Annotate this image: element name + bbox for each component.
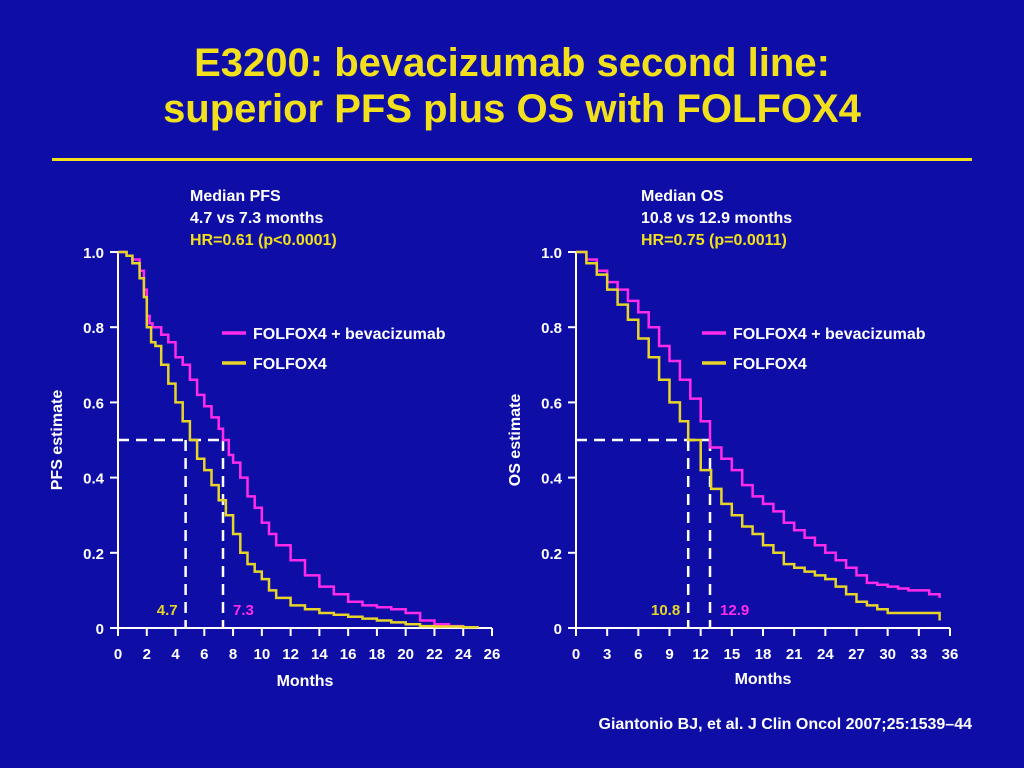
os-y-tick-label: 0.6 [541,395,562,412]
pfs-y-tick-label: 0.4 [83,471,105,488]
os-median-label-folfox4: 10.8 [651,602,680,619]
os-x-tick-label: 36 [942,646,959,663]
pfs-annotation: Median PFS 4.7 vs 7.3 months HR=0.61 (p<… [190,186,337,252]
pfs-x-tick-label: 18 [369,646,386,663]
pfs-x-tick-label: 14 [311,646,328,663]
pfs-y-tick-label: 0.2 [83,546,104,563]
os-x-tick-label: 3 [603,646,611,663]
pfs-y-tick-label: 0.8 [83,320,104,337]
pfs-x-tick-label: 24 [455,646,472,663]
os-x-tick-label: 18 [755,646,772,663]
os-x-tick-label: 21 [786,646,803,663]
pfs-x-tick-label: 8 [229,646,237,663]
pfs-x-tick-label: 6 [200,646,208,663]
pfs-x-tick-label: 4 [171,646,180,663]
pfs-x-tick-label: 10 [254,646,271,663]
os-y-tick-label: 1.0 [541,245,562,262]
slide-title: E3200: bevacizumab second line: superior… [0,40,1024,132]
os-curve-bevacizumab [576,250,941,598]
pfs-legend-label-bevacizumab: FOLFOX4 + bevacizumab [253,326,446,343]
os-annotation-line-2: 10.8 vs 12.9 months [641,210,793,227]
pfs-x-tick-label: 16 [340,646,357,663]
os-x-tick-label: 6 [634,646,642,663]
pfs-y-tick-label: 0 [96,621,104,638]
os-x-axis-label: Months [735,671,792,688]
pfs-x-tick-label: 2 [143,646,151,663]
pfs-y-axis-label: PFS estimate [49,390,66,491]
pfs-x-tick-label: 0 [114,646,122,663]
os-legend-label-folfox4: FOLFOX4 [733,356,807,373]
pfs-x-tick-label: 22 [426,646,443,663]
os-y-tick-label: 0 [554,621,562,638]
os-legend-label-bevacizumab: FOLFOX4 + bevacizumab [733,326,926,343]
os-annotation: Median OS 10.8 vs 12.9 months HR=0.75 (p… [641,186,792,252]
os-y-tick-label: 0.2 [541,546,562,563]
os-x-tick-label: 27 [848,646,865,663]
os-y-tick-label: 0.4 [541,471,563,488]
os-median-label-bevacizumab: 12.9 [720,602,749,619]
pfs-median-label-bevacizumab: 7.3 [233,602,254,619]
pfs-y-tick-label: 1.0 [83,245,104,262]
pfs-x-tick-label: 20 [397,646,414,663]
title-line-1: E3200: bevacizumab second line: [194,41,830,85]
os-annotation-line-1: Median OS [641,188,724,205]
os-curve-folfox4 [576,250,941,621]
pfs-x-tick-label: 26 [484,646,501,663]
pfs-curve-bevacizumab [118,250,465,628]
os-y-axis-label: OS estimate [507,394,524,487]
title-divider [52,158,972,161]
pfs-legend-label-folfox4: FOLFOX4 [253,356,327,373]
pfs-x-tick-label: 12 [282,646,299,663]
citation: Giantonio BJ, et al. J Clin Oncol 2007;2… [598,716,972,733]
os-x-tick-label: 0 [572,646,580,663]
os-x-tick-label: 30 [879,646,896,663]
pfs-y-tick-label: 0.6 [83,395,104,412]
pfs-curve-folfox4 [118,250,479,629]
os-x-tick-label: 24 [817,646,834,663]
os-x-tick-label: 9 [665,646,673,663]
os-x-tick-label: 33 [910,646,927,663]
os-x-tick-label: 15 [723,646,740,663]
pfs-annotation-hr: HR=0.61 (p<0.0001) [190,232,337,249]
os-y-tick-label: 0.8 [541,320,562,337]
pfs-annotation-line-2: 4.7 vs 7.3 months [190,210,324,227]
os-annotation-hr: HR=0.75 (p=0.0011) [641,232,787,249]
os-x-tick-label: 12 [692,646,709,663]
title-line-2: superior PFS plus OS with FOLFOX4 [163,87,861,131]
pfs-x-axis-label: Months [277,673,334,690]
pfs-median-label-folfox4: 4.7 [157,602,178,619]
pfs-annotation-line-1: Median PFS [190,188,281,205]
